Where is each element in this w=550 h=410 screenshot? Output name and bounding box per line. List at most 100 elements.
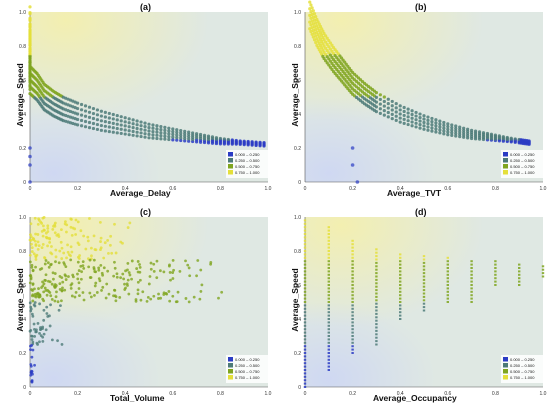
data-point bbox=[58, 274, 62, 278]
data-point bbox=[399, 294, 402, 297]
data-point bbox=[398, 108, 402, 112]
data-point bbox=[43, 256, 47, 260]
data-point bbox=[106, 269, 110, 273]
data-point bbox=[398, 112, 402, 116]
data-point bbox=[186, 263, 190, 267]
data-point bbox=[327, 358, 330, 361]
data-point bbox=[399, 287, 402, 290]
data-point bbox=[311, 9, 315, 13]
y-tick-label: 1.0 bbox=[19, 215, 26, 221]
data-point bbox=[99, 240, 102, 243]
data-point bbox=[398, 104, 402, 108]
data-point bbox=[454, 126, 458, 131]
data-point bbox=[115, 113, 119, 118]
data-point bbox=[33, 239, 37, 243]
data-point bbox=[45, 305, 49, 309]
data-point bbox=[143, 125, 147, 129]
data-point bbox=[93, 293, 96, 297]
data-point bbox=[351, 263, 354, 266]
data-point bbox=[138, 265, 142, 269]
x-axis-label: Total_Volume bbox=[110, 393, 165, 403]
data-point bbox=[303, 294, 307, 297]
data-point bbox=[168, 299, 172, 303]
data-point bbox=[218, 136, 222, 141]
legend-swatch bbox=[503, 363, 508, 368]
data-point bbox=[139, 131, 143, 135]
data-point bbox=[76, 117, 80, 122]
data-point bbox=[426, 115, 430, 119]
data-point bbox=[151, 129, 155, 134]
data-point bbox=[127, 117, 131, 121]
data-point bbox=[104, 296, 108, 300]
data-point bbox=[71, 275, 75, 279]
data-point bbox=[303, 352, 307, 354]
data-point bbox=[485, 131, 490, 136]
x-tick-label: 0.8 bbox=[217, 391, 224, 397]
data-point bbox=[87, 105, 92, 109]
legend-swatch bbox=[503, 357, 508, 362]
data-point bbox=[375, 265, 378, 268]
data-point bbox=[41, 242, 45, 246]
data-point bbox=[322, 38, 326, 42]
data-point bbox=[41, 335, 45, 339]
data-point bbox=[77, 281, 81, 285]
y-tick-label: 0.6 bbox=[294, 78, 301, 84]
data-point bbox=[28, 238, 32, 242]
y-tick-label: 0.2 bbox=[294, 146, 301, 152]
data-point bbox=[399, 311, 402, 314]
data-point bbox=[179, 136, 183, 140]
data-point bbox=[458, 130, 462, 134]
data-point bbox=[51, 271, 55, 275]
data-point bbox=[55, 290, 58, 294]
data-point bbox=[422, 292, 426, 295]
data-point bbox=[230, 138, 234, 142]
data-point bbox=[31, 348, 35, 352]
data-point bbox=[351, 239, 354, 242]
data-point bbox=[192, 295, 196, 299]
data-point bbox=[310, 6, 314, 10]
data-point bbox=[167, 132, 171, 136]
y-tick-label: 1.0 bbox=[294, 215, 301, 221]
data-point bbox=[303, 270, 307, 273]
data-point bbox=[466, 127, 470, 131]
data-point bbox=[462, 126, 466, 130]
data-point bbox=[183, 134, 187, 138]
data-point bbox=[446, 284, 449, 286]
data-point bbox=[155, 130, 159, 134]
data-point bbox=[375, 292, 378, 295]
data-point bbox=[179, 133, 183, 138]
data-point bbox=[61, 280, 65, 284]
data-point bbox=[209, 262, 213, 266]
data-point bbox=[422, 261, 426, 264]
data-point bbox=[171, 258, 175, 262]
data-point bbox=[199, 290, 203, 293]
data-point bbox=[28, 33, 32, 37]
data-point bbox=[44, 273, 48, 277]
data-point bbox=[426, 122, 430, 126]
data-point bbox=[470, 273, 473, 276]
data-point bbox=[422, 282, 426, 285]
data-point bbox=[127, 133, 131, 137]
data-point bbox=[131, 118, 135, 122]
data-point bbox=[58, 282, 62, 286]
data-point bbox=[111, 130, 115, 134]
data-point bbox=[375, 258, 378, 261]
data-point bbox=[324, 34, 328, 38]
data-point bbox=[171, 130, 175, 134]
data-point bbox=[399, 301, 402, 303]
data-point bbox=[30, 246, 34, 250]
data-point bbox=[351, 273, 354, 276]
data-point bbox=[42, 282, 46, 286]
data-point bbox=[206, 134, 211, 138]
panel-a: (a) Average_Speed Average_Delay 0 0.2 0.4 0… bbox=[0, 0, 275, 205]
data-point bbox=[41, 234, 45, 238]
data-point bbox=[351, 246, 354, 249]
legend-label: 0.750 – 1.000 bbox=[235, 375, 260, 380]
data-point bbox=[28, 253, 32, 257]
data-point bbox=[399, 253, 402, 256]
data-point bbox=[386, 97, 390, 101]
data-point bbox=[64, 265, 68, 268]
data-point bbox=[114, 251, 118, 255]
data-point bbox=[382, 95, 386, 99]
